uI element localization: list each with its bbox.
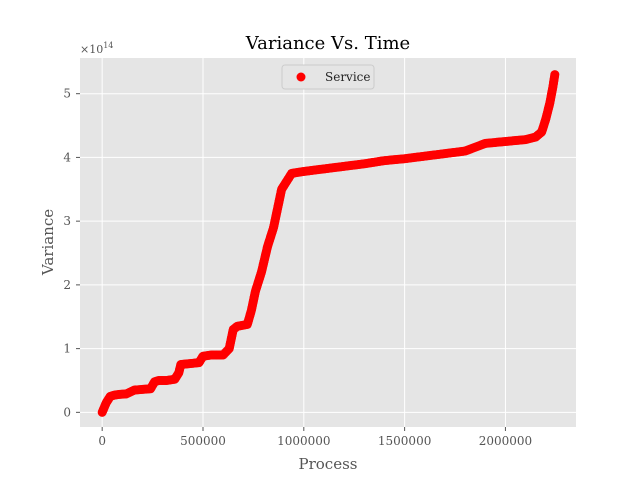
data-point: [550, 70, 560, 80]
chart-title: Variance Vs. Time: [245, 33, 410, 54]
legend-marker: [296, 72, 306, 82]
y-axis-label: Variance: [39, 209, 57, 276]
x-tick-label: 0: [98, 434, 106, 448]
x-tick-label: 1000000: [277, 434, 330, 448]
y-ticks: 0 1 2 3 4 5: [63, 87, 80, 419]
x-tick-label: 1500000: [378, 434, 431, 448]
data-series: [97, 70, 560, 417]
y-tick-label: 1: [63, 342, 71, 356]
y-tick-label: 5: [63, 87, 71, 101]
y-tick-label: 2: [63, 278, 71, 292]
legend: Service: [281, 64, 375, 90]
legend-box: [281, 64, 375, 90]
plot-background: [80, 58, 576, 427]
x-ticks: 0 500000 1000000 1500000 2000000: [98, 427, 532, 448]
y-tick-label: 4: [63, 150, 71, 164]
x-tick-label: 500000: [180, 434, 226, 448]
x-tick-label: 2000000: [479, 434, 532, 448]
y-offset-label: ×1014: [80, 41, 113, 56]
y-offset-base: ×10: [80, 43, 103, 56]
grid: [80, 58, 576, 427]
y-offset-exponent: 14: [103, 41, 113, 50]
x-axis-label: Process: [299, 455, 358, 473]
y-tick-label: 3: [63, 214, 71, 228]
legend-entry-service: Service: [325, 70, 371, 84]
y-tick-label: 0: [63, 405, 71, 419]
